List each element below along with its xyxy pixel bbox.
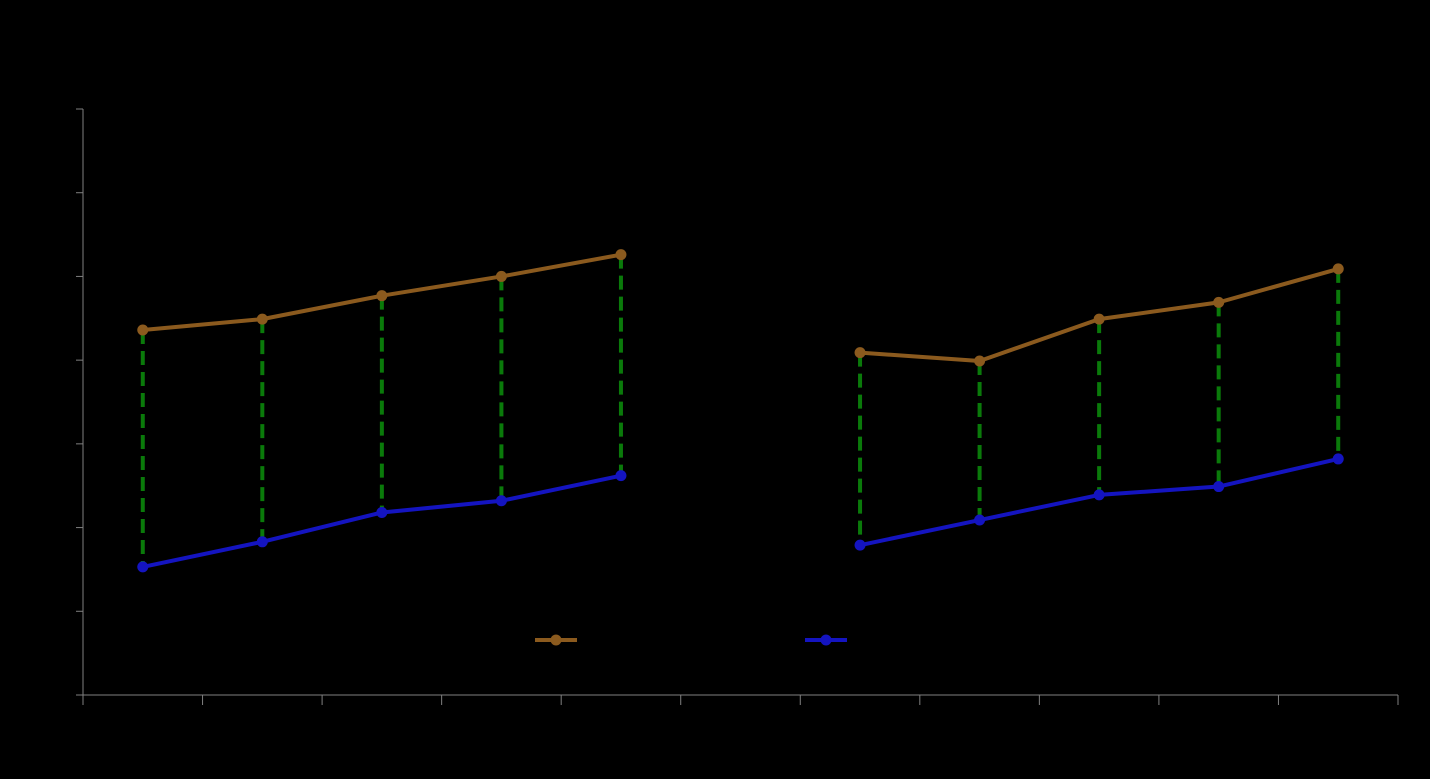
series-2-point: [495, 495, 507, 507]
series-2-point: [1213, 481, 1225, 493]
series-2-point: [137, 561, 149, 573]
series-1-point: [1213, 296, 1225, 308]
series-1-point: [256, 313, 268, 325]
series-2-point: [1332, 453, 1344, 465]
series-2-point: [974, 514, 986, 526]
series-2-point: [376, 507, 388, 519]
series-1-point: [854, 347, 866, 359]
series-1-point: [137, 324, 149, 336]
series-2-point: [256, 536, 268, 548]
legend: [535, 634, 847, 646]
series-2-point: [1093, 489, 1105, 501]
series-1-point: [376, 290, 388, 302]
legend-marker: [820, 634, 832, 646]
series-2-point: [615, 470, 627, 482]
series-2-point: [854, 539, 866, 551]
series-1-point: [1332, 263, 1344, 275]
connector-lines: [140, 254, 1341, 567]
series-1-point: [495, 270, 507, 282]
series-1-point: [974, 355, 986, 367]
series-1-point: [1093, 313, 1105, 325]
series-lines: [137, 249, 1344, 573]
series-1-point: [615, 249, 627, 261]
legend-marker: [550, 634, 562, 646]
axes: [76, 108, 1399, 705]
